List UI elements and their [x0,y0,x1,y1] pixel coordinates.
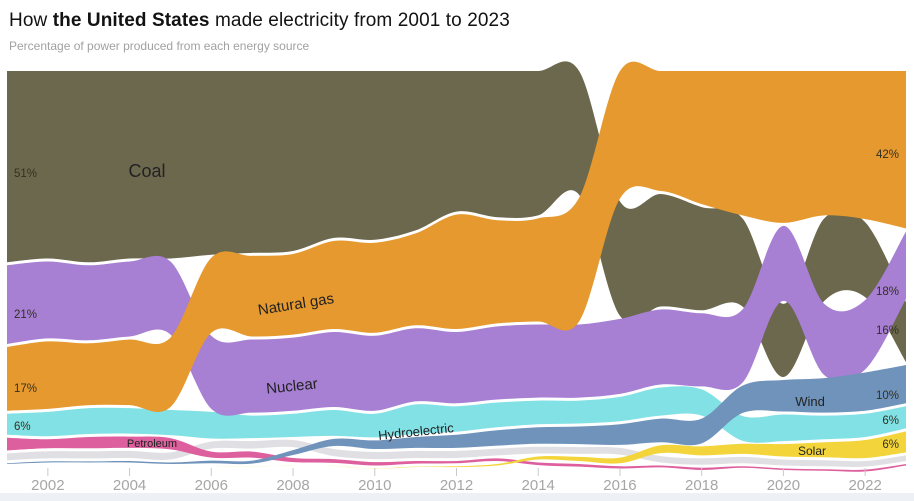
x-axis-tick-label: 2004 [113,477,146,494]
series-label-petroleum: Petroleum [127,438,177,450]
value-label-nuclear-2023: 18% [876,286,899,298]
chart-header: How the United States made electricity f… [9,10,510,53]
page-subtitle: Percentage of power produced from each e… [9,39,510,53]
x-axis-tick-label: 2006 [195,477,228,494]
value-label-solar-2023: 6% [882,439,899,451]
title-bold: the United States [53,10,210,31]
energy-stream-chart: 2002 2004 2006 2008 2010 2012 2014 2016 2018 2020… [0,0,914,501]
value-label-gas-2001: 17% [14,383,37,395]
x-axis-tick-label: 2010 [358,477,391,494]
value-label-coal-2001: 51% [14,168,37,180]
value-label-nuclear-2001: 21% [14,309,37,321]
x-axis: 2002 2004 2006 2008 2010 2012 2014 2016 2018 2020… [31,468,882,494]
x-axis-tick-label: 2002 [31,477,64,494]
x-axis-tick-label: 2018 [685,477,718,494]
chart-bands [7,61,906,471]
title-suffix: made electricity from 2001 to 2023 [210,10,510,31]
x-axis-tick-label: 2008 [276,477,309,494]
x-axis-tick-label: 2022 [848,477,881,494]
value-label-coal-2023: 16% [876,325,899,337]
page-title: How the United States made electricity f… [9,10,510,32]
title-prefix: How [9,10,53,31]
series-label-wind: Wind [795,394,825,409]
chart-card: How the United States made electricity f… [0,0,914,501]
series-label-coal: Coal [128,161,165,181]
x-axis-tick-label: 2016 [603,477,636,494]
page-bottom-strip [0,493,914,501]
value-label-gas-2023: 42% [876,149,899,161]
value-label-hydro-2001: 6% [14,421,31,433]
value-label-hydro-2023: 6% [882,415,899,427]
series-label-solar: Solar [798,444,826,458]
x-axis-tick-label: 2012 [440,477,473,494]
x-axis-tick-label: 2014 [522,477,555,494]
value-label-wind-2023: 10% [876,390,899,402]
x-axis-tick-label: 2020 [767,477,800,494]
